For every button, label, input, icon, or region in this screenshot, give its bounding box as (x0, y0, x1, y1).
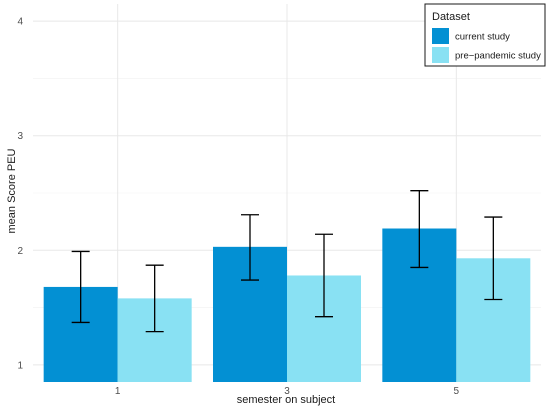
x-tick-label: 5 (454, 386, 460, 397)
x-tick-label: 3 (284, 386, 290, 397)
x-tick-label: 1 (115, 386, 121, 397)
legend-label: current study (455, 32, 510, 43)
legend: Dataset current study pre−pandemic study (424, 3, 546, 67)
legend-swatch (432, 28, 449, 44)
error-bars (71, 190, 503, 333)
error-bar (71, 250, 90, 324)
y-tick-label: 3 (17, 131, 23, 142)
legend-items: current study pre−pandemic study (432, 28, 541, 63)
error-bar (241, 214, 259, 281)
y-axis-title: mean Score PEU (6, 148, 18, 233)
error-bar (315, 233, 333, 318)
y-tick-label: 1 (17, 360, 23, 371)
y-axis-ticks: 1 2 3 4 (17, 17, 23, 372)
legend-swatch (432, 47, 449, 63)
x-axis-title: semester on subject (237, 394, 335, 406)
error-bar (145, 264, 164, 333)
y-tick-label: 2 (17, 246, 23, 257)
y-tick-label: 4 (17, 17, 23, 28)
error-bar (484, 216, 503, 301)
legend-title: Dataset (432, 11, 470, 23)
x-axis-ticks: 1 3 5 (115, 386, 460, 397)
error-bar (410, 190, 429, 269)
legend-label: pre−pandemic study (455, 51, 541, 62)
